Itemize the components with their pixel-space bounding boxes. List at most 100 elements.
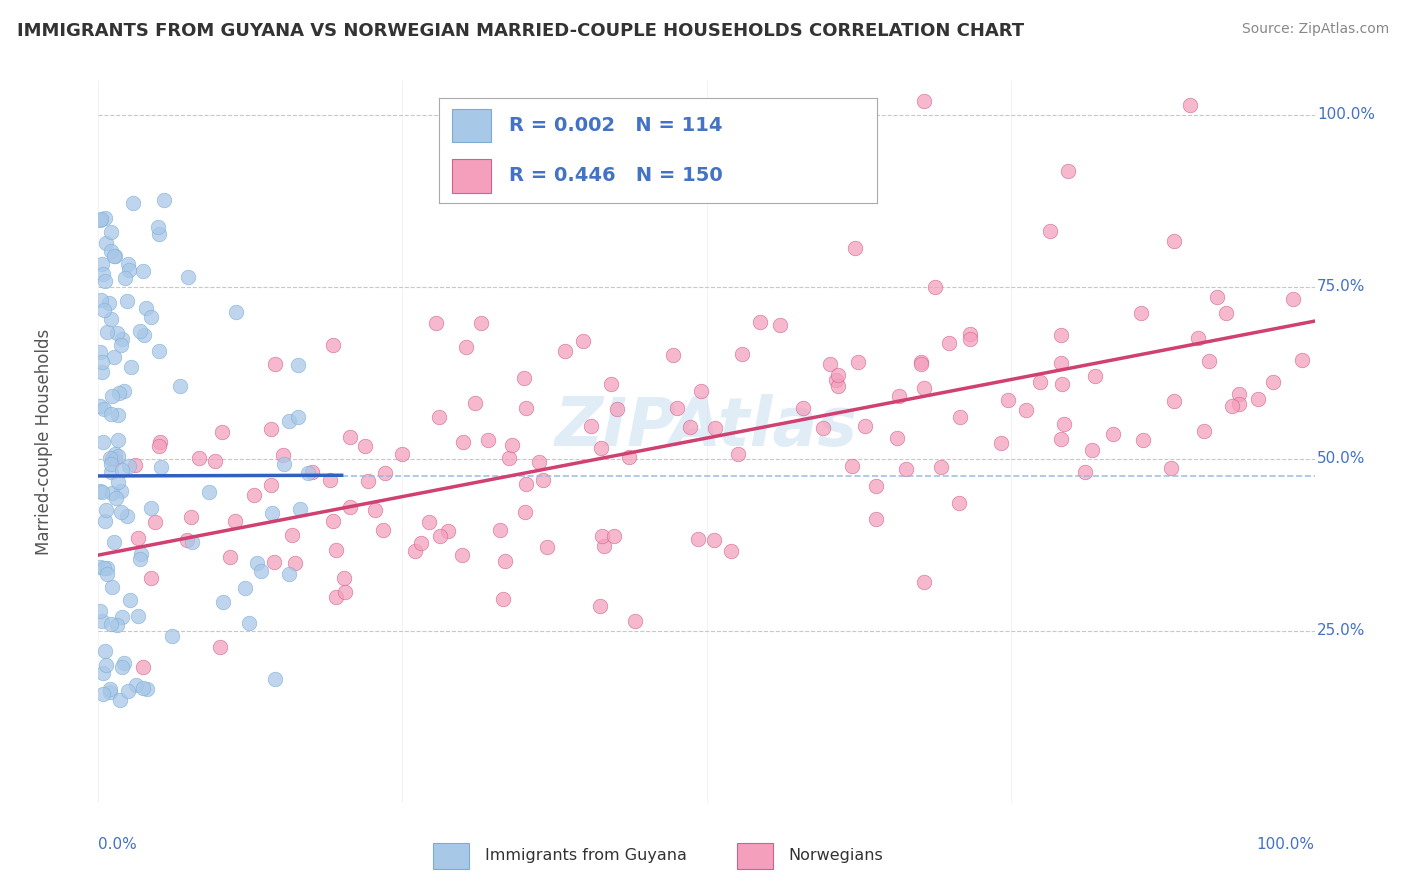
Point [110,505,132,519]
Point [177,270,200,285]
Point [827,368,849,382]
Point [96,657,118,672]
Point [277,414,299,428]
Point [224,514,246,528]
Point [242,487,264,501]
Point [825,373,848,387]
Point [425,316,447,330]
Point [91,267,114,281]
Point [100,457,122,471]
Point [94,514,117,528]
Point [536,540,558,554]
Point [89,399,111,413]
Point [1049,356,1071,370]
Point [100,617,122,632]
Point [89,603,111,617]
Point [233,581,256,595]
Point [949,409,972,424]
Point [409,535,432,549]
Point [153,193,176,207]
Point [100,465,122,479]
Point [198,485,221,500]
Point [792,401,814,415]
Point [811,420,834,434]
Point [115,509,138,524]
Point [284,556,307,570]
Point [1084,369,1107,384]
Point [100,451,122,466]
Point [1205,290,1227,304]
Point [1052,377,1074,392]
Point [91,688,114,702]
Point [333,571,356,585]
Point [94,211,117,225]
Point [93,303,115,318]
Point [96,567,118,582]
Point [101,486,124,500]
Point [688,532,710,546]
Point [250,564,273,578]
Text: 50.0%: 50.0% [1317,451,1365,467]
Point [111,609,134,624]
Point [118,263,141,277]
Point [606,401,628,416]
Point [98,685,121,699]
Point [260,422,283,436]
Point [149,435,172,450]
Point [135,682,157,697]
Text: Source: ZipAtlas.com: Source: ZipAtlas.com [1241,22,1389,37]
Point [887,389,910,403]
Point [501,438,523,452]
Point [105,326,128,340]
Point [912,381,935,395]
Point [132,328,155,343]
Point [91,484,114,499]
Point [492,592,515,607]
Point [1132,433,1154,447]
Point [1102,426,1125,441]
Point [108,692,131,706]
Point [260,477,283,491]
Point [865,479,887,493]
Point [769,318,792,333]
Point [218,550,240,565]
Point [264,672,287,686]
Point [118,459,141,474]
Point [107,434,129,448]
Point [827,379,849,393]
Point [225,305,247,319]
Point [104,249,127,263]
Point [112,657,135,671]
Point [731,347,754,361]
Point [238,616,260,631]
Point [91,257,114,271]
Point [1130,306,1153,320]
Point [364,503,387,517]
Point [453,435,475,450]
Point [98,296,121,310]
Point [333,585,356,599]
Point [94,643,117,657]
Point [100,225,122,239]
Point [146,219,169,234]
Point [841,458,863,473]
Point [94,235,117,250]
Point [515,476,537,491]
Point [322,338,344,352]
Point [624,614,647,628]
Point [1261,375,1284,389]
Point [93,561,115,575]
Point [1050,328,1073,343]
Point [662,348,685,362]
Point [591,442,613,456]
Point [91,666,114,681]
Point [148,227,170,242]
Point [124,458,146,472]
Point [90,355,112,369]
Point [1227,387,1250,401]
Point [104,451,127,466]
Point [1073,465,1095,479]
Point [1039,224,1062,238]
Point [477,433,499,447]
Point [110,338,132,352]
